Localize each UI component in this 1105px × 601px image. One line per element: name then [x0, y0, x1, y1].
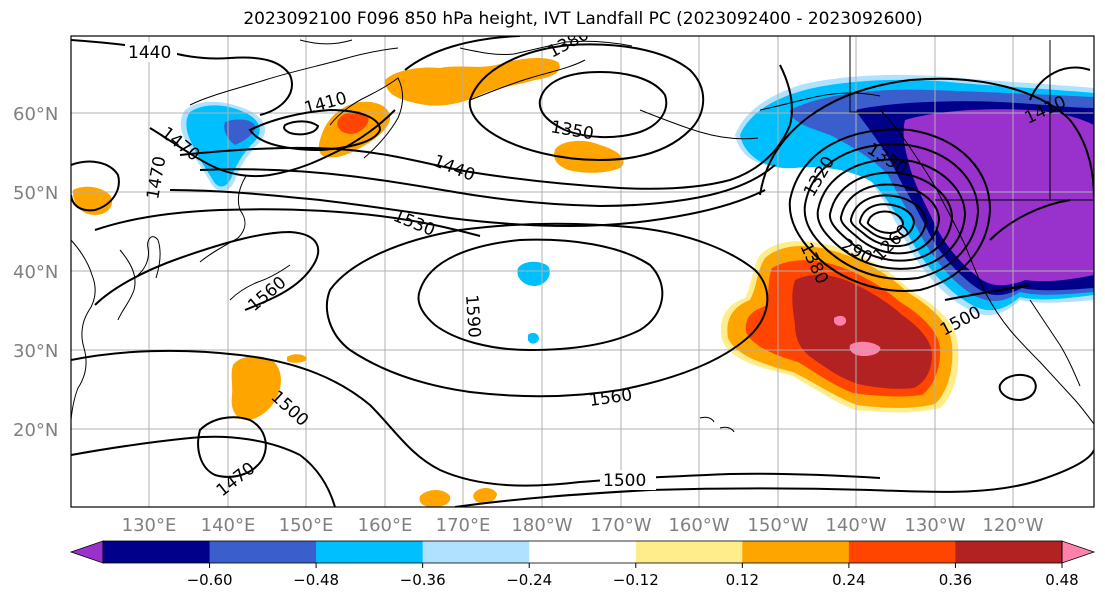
- colorbar-tick-label: −0.24: [506, 571, 552, 589]
- ivt-positive-kamchatka-red: [337, 111, 369, 134]
- gulf-low-ring-4: [828, 171, 954, 262]
- lat-label-60n: 60°N: [13, 104, 58, 125]
- ivt-shading: [72, 57, 1094, 507]
- colorbar-cell: [635, 541, 743, 563]
- lon-label-150w: 150°W: [747, 515, 808, 536]
- colorbar: −0.60 −0.48 −0.36 −0.24 −0.12 0.12 0.24 0.36 0.4…: [69, 540, 1096, 589]
- lon-label-130w: 130°W: [904, 515, 965, 536]
- colorbar-tick-label: 0.36: [939, 571, 972, 589]
- colorbar-extend-high: [1061, 540, 1096, 564]
- lon-label-160e: 160°E: [358, 515, 413, 536]
- ivt-negative-small: [528, 332, 539, 344]
- gulf-low-ring-6: [849, 194, 928, 248]
- height-contours: [71, 36, 1094, 507]
- lat-label-30n: 30°N: [13, 341, 58, 362]
- colorbar-cell: [742, 541, 850, 563]
- lon-label-170e: 170°E: [436, 515, 491, 536]
- gulf-low-ring-3: [816, 158, 967, 270]
- ivt-negative-okhotsk-blue: [224, 119, 256, 145]
- colorbar-cell: [422, 541, 530, 563]
- lat-label-20n: 20°N: [13, 420, 58, 441]
- colorbar-cell: [103, 541, 211, 563]
- latitude-labels: 60°N 50°N 40°N 30°N 20°N: [13, 104, 58, 441]
- contour-label-1590: 1590: [461, 294, 484, 339]
- colorbar-extend-low: [69, 540, 104, 564]
- colorbar-tick-label: −0.48: [293, 571, 339, 589]
- ivt-positive-south-1: [419, 490, 451, 507]
- longitude-labels: 130°E 140°E 150°E 160°E 170°E 180°W 170°…: [122, 515, 1044, 536]
- lon-label-140w: 140°W: [825, 515, 886, 536]
- lon-label-170w: 170°W: [590, 515, 651, 536]
- colorbar-tick-label: −0.36: [400, 571, 446, 589]
- lon-label-180w: 180°W: [511, 515, 572, 536]
- lon-label-120w: 120°W: [982, 515, 1043, 536]
- lat-label-50n: 50°N: [13, 183, 58, 204]
- lat-label-40n: 40°N: [13, 262, 58, 283]
- gridlines: [71, 36, 1094, 507]
- gulf-low-ring-2: [803, 143, 980, 280]
- ivt-negative-purple: [903, 109, 1094, 286]
- ivt-positive-pink-1: [849, 341, 881, 356]
- map-frame: [70, 35, 1095, 508]
- colorbar-tick-label: −0.12: [613, 571, 659, 589]
- ivt-positive-bering: [385, 57, 560, 106]
- lon-label-130e: 130°E: [122, 515, 177, 536]
- colorbar-cell: [529, 541, 637, 563]
- gulf-low-ring-1: [788, 128, 992, 292]
- gulf-low-ring-8: [866, 210, 905, 235]
- contour-label-1440-nw: 1440: [128, 43, 171, 63]
- ivt-positive-aleutian: [554, 140, 624, 173]
- gulf-low-ring-5: [839, 183, 941, 255]
- map-title: 2023092100 F096 850 hPa height, IVT Land…: [243, 9, 923, 29]
- colorbar-tick-label: −0.60: [187, 571, 233, 589]
- ivt-positive-small-1: [287, 354, 307, 363]
- lon-label-160w: 160°W: [668, 515, 729, 536]
- colorbar-tick-label: 0.24: [832, 571, 865, 589]
- coastlines: [71, 36, 1094, 433]
- colorbar-cell: [955, 541, 1063, 563]
- colorbar-cell: [848, 541, 956, 563]
- lon-label-150e: 150°E: [279, 515, 334, 536]
- gulf-low-ring-7: [858, 203, 916, 241]
- colorbar-frame: [102, 540, 1063, 564]
- colorbar-tick-label: 0.48: [1045, 571, 1078, 589]
- ivt-positive-south-2: [473, 488, 497, 504]
- ivt-positive-pink-2: [834, 315, 847, 326]
- colorbar-tick-label: 0.12: [726, 571, 759, 589]
- contour-label-1500-south: 1500: [603, 471, 646, 491]
- ivt-positive-darkred: [792, 274, 932, 389]
- colorbar-cell: [316, 541, 424, 563]
- colorbar-cell: [209, 541, 317, 563]
- lon-label-140e: 140°E: [201, 515, 256, 536]
- ivt-positive-wpac: [231, 356, 281, 420]
